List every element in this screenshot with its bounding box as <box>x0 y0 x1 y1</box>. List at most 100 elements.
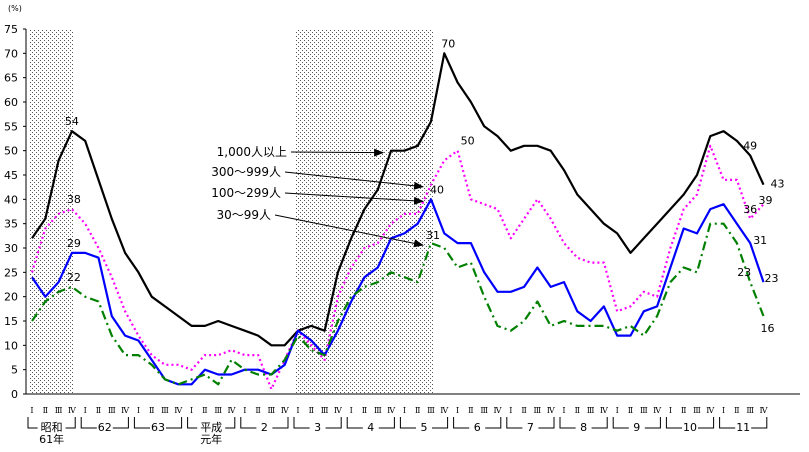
year-bracket-left-7 <box>399 417 416 429</box>
year-label-0-1: 61年 <box>39 432 64 446</box>
legend-label-0: 1,000人以上 <box>217 145 287 159</box>
year-bracket-right-0 <box>65 417 76 429</box>
y-unit-label: (%) <box>8 4 22 13</box>
x-tick-quarter-18: Ⅲ <box>268 406 276 415</box>
data-label-s1-1: 50 <box>461 135 475 148</box>
year-bracket-left-10 <box>559 417 576 429</box>
year-label-12-0: 10 <box>683 421 697 434</box>
x-tick-quarter-42: Ⅲ <box>587 406 595 415</box>
x-tick-quarter-20: Ⅰ <box>296 406 299 415</box>
year-label-8-0: 6 <box>474 421 481 434</box>
x-tick-quarter-11: Ⅳ <box>174 406 183 415</box>
x-tick-quarter-53: Ⅱ <box>734 406 739 415</box>
year-bracket-right-2 <box>166 417 183 429</box>
x-tick-quarter-33: Ⅱ <box>468 406 473 415</box>
year-bracket-right-3 <box>225 417 236 429</box>
x-tick-quarter-49: Ⅱ <box>681 406 686 415</box>
legend-label-3: 30～99人 <box>216 208 271 222</box>
series-line-2 <box>31 198 765 386</box>
data-label-s3-1: 31 <box>426 229 440 242</box>
y-tick-70: 70 <box>4 47 18 60</box>
year-label-6-0: 4 <box>367 421 374 434</box>
x-tick-quarter-5: Ⅱ <box>96 406 101 415</box>
x-tick-quarter-0: Ⅰ <box>30 406 33 415</box>
legend: 1,000人以上 300～999人 100～299人 30～99人 <box>211 145 424 248</box>
year-bracket-left-3 <box>187 417 198 429</box>
data-label-s0-1: 70 <box>441 37 455 50</box>
x-tick-quarter-2: Ⅲ <box>55 406 63 415</box>
legend-label-1: 300～999人 <box>211 165 281 179</box>
x-tick-quarter-17: Ⅱ <box>255 406 260 415</box>
data-label-s2-1: 40 <box>430 183 444 196</box>
x-tick-quarter-29: Ⅱ <box>415 406 420 415</box>
x-tick-quarter-39: Ⅳ <box>547 406 556 415</box>
x-tick-quarter-51: Ⅳ <box>706 406 715 415</box>
x-tick-quarter-30: Ⅲ <box>427 406 435 415</box>
data-label-s0-3: 43 <box>771 178 785 191</box>
legend-arrow-3 <box>274 214 424 248</box>
x-tick-quarter-40: Ⅰ <box>562 406 565 415</box>
series-line-0 <box>31 52 765 347</box>
x-tick-quarter-23: Ⅳ <box>334 406 343 415</box>
x-tick-quarter-28: Ⅰ <box>403 406 406 415</box>
year-label-3-1: 元年 <box>200 432 222 446</box>
x-tick-quarter-25: Ⅱ <box>362 406 367 415</box>
x-tick-quarter-52: Ⅰ <box>722 406 725 415</box>
data-label-s2-3: 23 <box>765 272 779 285</box>
x-tick-quarter-41: Ⅱ <box>575 406 580 415</box>
x-tick-quarter-54: Ⅲ <box>746 406 754 415</box>
x-tick-quarter-35: Ⅳ <box>494 406 503 415</box>
year-bracket-left-9 <box>506 417 523 429</box>
year-bracket-right-11 <box>644 417 661 429</box>
year-bracket-left-6 <box>346 417 363 429</box>
year-bracket-right-5 <box>325 417 342 429</box>
x-tick-quarter-13: Ⅱ <box>202 406 207 415</box>
year-label-2-0: 63 <box>151 421 165 434</box>
y-tick-60: 60 <box>4 96 18 109</box>
legend-arrow-1 <box>284 171 424 190</box>
x-tick-quarter-16: Ⅰ <box>243 406 246 415</box>
x-tick-quarter-14: Ⅲ <box>214 406 222 415</box>
y-tick-20: 20 <box>4 291 18 304</box>
x-tick-quarter-26: Ⅲ <box>374 406 382 415</box>
year-label-5-0: 3 <box>314 421 321 434</box>
x-tick-quarter-46: Ⅲ <box>640 406 648 415</box>
data-label-s2-0: 29 <box>67 237 81 250</box>
legend-label-2: 100～299人 <box>211 186 281 200</box>
year-bracket-right-8 <box>485 417 502 429</box>
data-label-s0-2: 49 <box>743 140 757 153</box>
data-label-s1-2: 36 <box>743 203 757 216</box>
x-tick-quarter-3: Ⅳ <box>68 406 77 415</box>
x-tick-quarter-19: Ⅳ <box>281 406 290 415</box>
x-tick-quarter-36: Ⅰ <box>509 406 512 415</box>
x-tick-quarter-7: Ⅳ <box>121 406 130 415</box>
year-bracket-left-2 <box>133 417 150 429</box>
x-tick-quarter-48: Ⅰ <box>669 406 672 415</box>
data-label-s1-3: 39 <box>759 194 773 207</box>
y-tick-0: 0 <box>11 388 18 401</box>
year-label-3-0: 平成 <box>200 421 222 434</box>
x-tick-quarter-22: Ⅲ <box>321 406 329 415</box>
x-tick-quarter-31: Ⅳ <box>440 406 449 415</box>
year-bracket-right-6 <box>378 417 395 429</box>
year-label-4-0: 2 <box>261 421 268 434</box>
year-bracket-left-1 <box>80 417 97 429</box>
x-tick-quarter-45: Ⅱ <box>628 406 633 415</box>
y-tick-35: 35 <box>4 218 18 231</box>
year-label-11-0: 9 <box>633 421 640 434</box>
y-tick-10: 10 <box>4 339 18 352</box>
year-label-7-0: 5 <box>421 421 428 434</box>
year-bracket-left-8 <box>453 417 470 429</box>
x-tick-quarter-55: Ⅳ <box>760 406 769 415</box>
legend-arrow-2 <box>284 192 424 205</box>
year-label-0-0: 昭和 <box>41 421 63 434</box>
x-tick-quarter-34: Ⅲ <box>480 406 488 415</box>
year-bracket-right-7 <box>432 417 449 429</box>
data-label-s1-0: 38 <box>67 193 81 206</box>
year-bracket-left-13 <box>719 417 736 429</box>
y-tick-55: 55 <box>4 120 18 133</box>
year-label-10-0: 8 <box>580 421 587 434</box>
y-tick-50: 50 <box>4 145 18 158</box>
